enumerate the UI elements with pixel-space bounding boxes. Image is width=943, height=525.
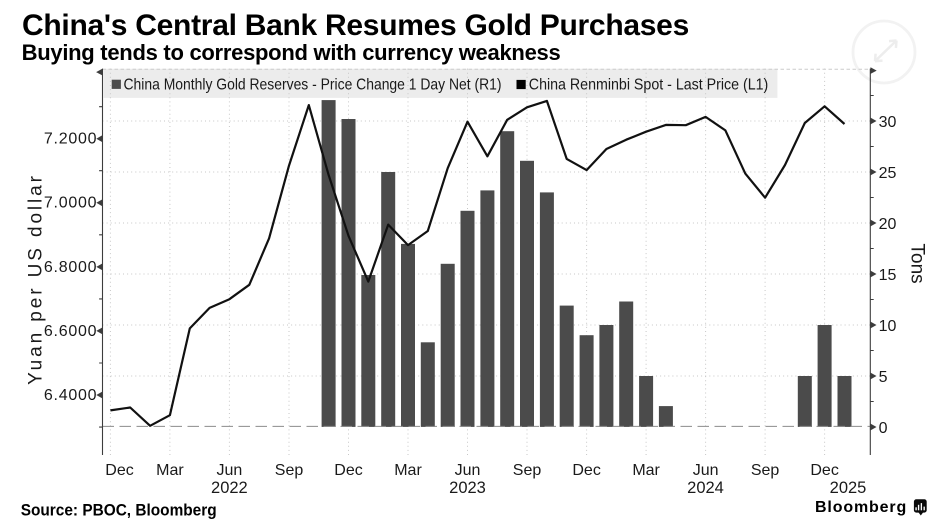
svg-text:Dec: Dec [572, 462, 600, 479]
svg-text:China Monthly Gold Reserves -: China Monthly Gold Reserves - Price Chan… [124, 76, 502, 94]
svg-text:Dec: Dec [105, 462, 133, 479]
svg-text:5: 5 [879, 369, 888, 386]
svg-text:7.0000: 7.0000 [44, 195, 97, 212]
svg-text:Dec: Dec [334, 462, 362, 479]
svg-text:2022: 2022 [211, 479, 248, 497]
svg-text:Source: PBOC, Bloomberg: Source: PBOC, Bloomberg [21, 501, 217, 520]
svg-text:Yuan per US dollar: Yuan per US dollar [26, 173, 47, 385]
svg-text:7.2000: 7.2000 [44, 131, 97, 148]
svg-text:Jun: Jun [455, 462, 481, 479]
svg-text:20: 20 [879, 216, 897, 233]
svg-text:6.6000: 6.6000 [44, 323, 97, 340]
svg-text:Sep: Sep [275, 462, 304, 479]
svg-text:Mar: Mar [632, 462, 660, 479]
svg-text:Mar: Mar [394, 462, 422, 479]
svg-text:China Renminbi Spot - Last Pri: China Renminbi Spot - Last Price (L1) [529, 76, 768, 94]
svg-text:Tons: Tons [907, 244, 928, 284]
svg-text:2023: 2023 [449, 479, 486, 497]
svg-text:30: 30 [879, 114, 897, 131]
svg-text:Dec: Dec [810, 462, 838, 479]
svg-text:Sep: Sep [513, 462, 542, 479]
svg-text:6.8000: 6.8000 [44, 259, 97, 276]
svg-text:2024: 2024 [687, 479, 724, 497]
svg-text:Sep: Sep [751, 462, 780, 479]
svg-text:0: 0 [879, 420, 888, 437]
svg-text:15: 15 [879, 267, 897, 284]
svg-text:Jun: Jun [693, 462, 719, 479]
svg-text:6.4000: 6.4000 [44, 387, 97, 404]
svg-text:Buying tends to correspond wit: Buying tends to correspond with currency… [22, 40, 561, 65]
svg-text:Jun: Jun [217, 462, 243, 479]
svg-text:25: 25 [879, 165, 897, 182]
svg-text:Bloomberg: Bloomberg [815, 499, 907, 516]
svg-text:Mar: Mar [156, 462, 184, 479]
svg-text:10: 10 [879, 318, 897, 335]
svg-text:China's Central Bank Resumes G: China's Central Bank Resumes Gold Purcha… [22, 9, 689, 42]
svg-text:2025: 2025 [830, 479, 867, 497]
